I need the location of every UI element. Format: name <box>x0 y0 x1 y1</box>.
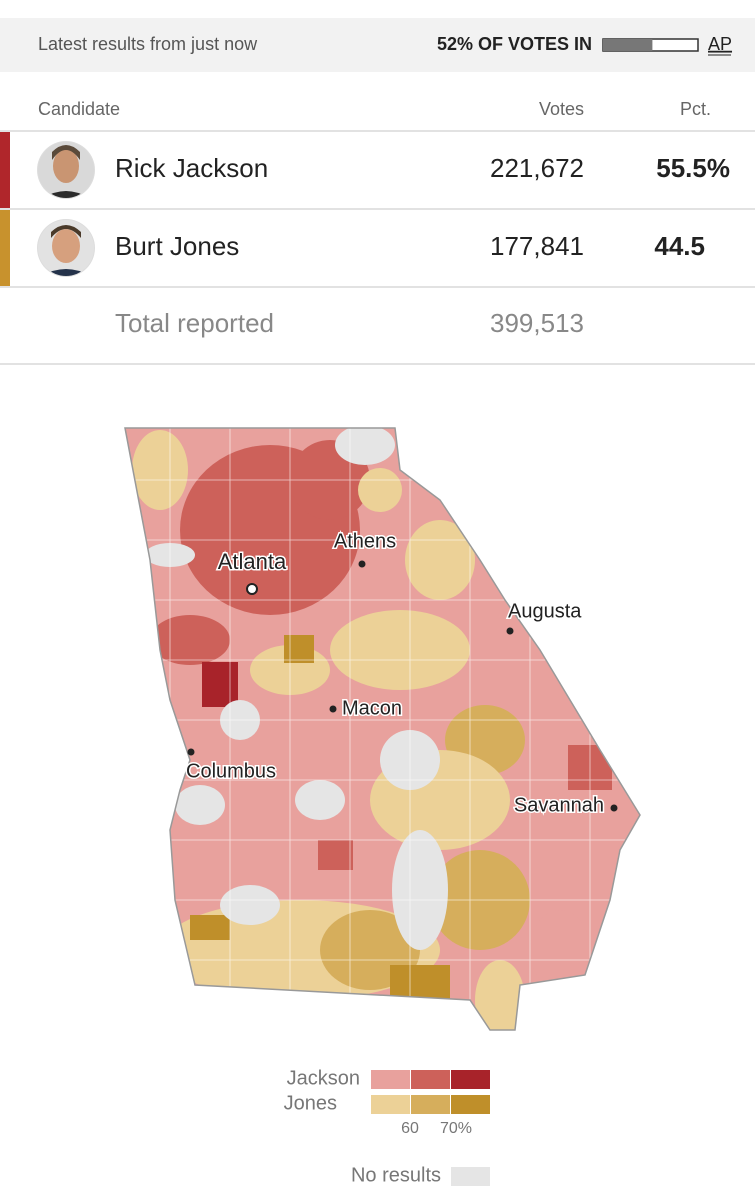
city-label: Macon <box>342 697 402 719</box>
legend-label: No results <box>351 1164 441 1186</box>
votes-in-label: 52% OF VOTES IN <box>437 34 592 54</box>
county-map <box>125 428 640 1030</box>
city-label: Athens <box>334 530 396 552</box>
legend-swatch <box>371 1095 410 1114</box>
progress-fill <box>603 39 653 51</box>
candidate-votes: 221,672 <box>490 153 584 183</box>
legend-scale: 70% <box>440 1120 472 1137</box>
candidate-color <box>0 132 10 208</box>
city-label: Augusta <box>508 600 582 622</box>
state-outline <box>124 427 641 1031</box>
candidate-pct: 44.5 <box>654 231 705 261</box>
legend-swatch <box>451 1070 490 1089</box>
legend-swatch <box>411 1070 450 1089</box>
candidate-name: Rick Jackson <box>115 153 268 183</box>
legend-swatch <box>411 1095 450 1114</box>
column-header: Pct. <box>680 99 711 119</box>
candidate-name: Burt Jones <box>115 231 239 261</box>
candidate-votes: 177,841 <box>490 231 584 261</box>
candidate-pct: 55.5% <box>656 153 730 183</box>
legend-scale: 60 <box>401 1120 419 1137</box>
status-text: Latest results from just now <box>38 34 258 54</box>
legend-swatch <box>451 1095 490 1114</box>
city-marker <box>187 748 195 756</box>
total-votes: 399,513 <box>490 308 584 338</box>
candidate-color <box>0 210 10 286</box>
legend-swatch <box>371 1070 410 1089</box>
city-label: Savannah <box>514 794 604 816</box>
column-header: Votes <box>539 99 584 119</box>
candidate-photo <box>37 219 95 277</box>
legend-label: Jackson <box>287 1067 360 1089</box>
city-marker <box>506 627 514 635</box>
candidate-photo <box>37 141 95 199</box>
column-header: Candidate <box>38 99 120 119</box>
source-link[interactable]: AP <box>708 34 732 54</box>
legend-swatch <box>451 1167 490 1186</box>
city-marker <box>246 583 258 595</box>
city-marker <box>610 804 618 812</box>
city-marker <box>358 560 366 568</box>
city-label: Columbus <box>186 760 276 782</box>
city-label: Atlanta <box>218 549 287 574</box>
city-marker <box>329 705 337 713</box>
legend-label: Jones <box>284 1092 337 1114</box>
total-label: Total reported <box>115 308 274 338</box>
